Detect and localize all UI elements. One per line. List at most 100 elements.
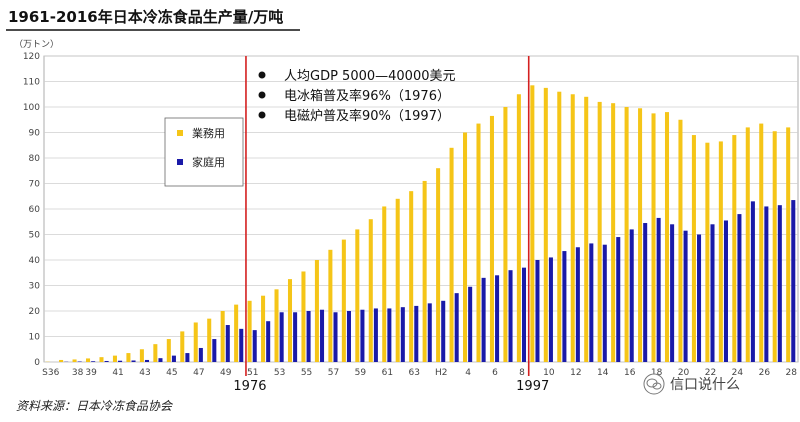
bar-business — [328, 249, 333, 362]
bar-business — [341, 239, 346, 362]
bar-business — [584, 96, 589, 363]
bar-business — [261, 295, 266, 362]
bar-household — [521, 267, 527, 362]
x-ticks: S36 38 39 41 43 45 47 49 51 53 55 57 59 61 63 H2 4 6 8 10 12… — [42, 368, 797, 378]
bar-household — [575, 247, 580, 362]
bar-business — [449, 147, 454, 362]
x-tick-label: 45 — [166, 368, 177, 378]
reference-year-label: 1976 — [233, 379, 266, 394]
bar-business — [180, 331, 185, 362]
bar-household — [306, 311, 311, 362]
bar-household — [629, 229, 634, 362]
bar-business — [759, 123, 764, 362]
bar-household — [198, 347, 203, 362]
bar-business — [166, 339, 171, 362]
bar-business — [557, 91, 562, 362]
x-tick-label: 61 — [382, 368, 393, 378]
bar-household — [562, 251, 567, 362]
bar-business — [476, 123, 481, 362]
y-tick-label: 10 — [29, 333, 41, 343]
bar-household — [495, 275, 500, 362]
bar-household — [643, 223, 648, 362]
bar-household — [548, 257, 553, 362]
bar-household — [212, 339, 217, 362]
bar-business — [112, 355, 117, 362]
bar-business — [732, 135, 737, 362]
x-tick-label: 16 — [624, 368, 636, 378]
bar-household — [602, 244, 607, 362]
reference-year-label: 1997 — [516, 379, 549, 394]
bar-household — [239, 328, 244, 362]
chart-title: 1961-2016年日本冷冻食品生产量/万吨 — [8, 8, 283, 26]
y-tick-label: 40 — [29, 256, 41, 266]
bar-household — [144, 359, 150, 362]
x-tick-label: 39 — [85, 368, 97, 378]
x-tick-label: 47 — [193, 368, 204, 378]
bar-business — [86, 358, 91, 362]
x-tick-label: 10 — [543, 368, 555, 378]
bar-household — [670, 224, 675, 362]
bar-business — [624, 107, 629, 362]
x-tick-label: 41 — [112, 368, 123, 378]
y-tick-label: 110 — [23, 78, 40, 88]
bar-household — [320, 309, 325, 362]
bar-business — [382, 206, 387, 362]
bar-business — [678, 119, 683, 362]
bar-business — [530, 85, 535, 362]
bar-business — [503, 107, 508, 362]
wechat-icon — [643, 373, 665, 395]
bar-business — [234, 304, 239, 362]
bullet-icon — [258, 111, 266, 119]
bar-business — [126, 353, 131, 362]
bar-business — [207, 318, 212, 362]
bar-household — [346, 311, 351, 362]
bar-business — [786, 127, 791, 363]
bar-business — [314, 260, 319, 362]
bar-household — [481, 277, 486, 362]
bar-household — [764, 206, 769, 362]
bar-business — [153, 344, 158, 362]
bar-business — [651, 113, 656, 362]
x-tick-label: 57 — [328, 368, 339, 378]
x-tick-label: 8 — [519, 368, 525, 378]
y-tick-label: 120 — [23, 52, 40, 62]
bar-business — [422, 180, 427, 362]
bar-household — [535, 260, 540, 362]
bars — [45, 85, 796, 363]
x-tick-label: 26 — [759, 368, 771, 378]
bar-household — [441, 300, 446, 362]
x-tick-label: 24 — [732, 368, 744, 378]
x-tick-label: 49 — [220, 368, 232, 378]
annotation-gdp: 人均GDP 5000—40000美元 — [284, 69, 456, 84]
y-tick-label: 90 — [29, 129, 41, 139]
x-tick-label: 43 — [139, 368, 150, 378]
bar-household — [777, 205, 782, 362]
bar-business — [99, 357, 104, 362]
bar-business — [368, 219, 373, 362]
bar-business — [436, 168, 441, 362]
bar-business — [139, 349, 144, 362]
y-tick-label: 30 — [29, 282, 41, 292]
y-tick-label: 60 — [29, 205, 41, 215]
bar-business — [489, 115, 494, 362]
x-tick-label: S36 — [42, 368, 59, 378]
bar-household — [293, 312, 298, 362]
bar-business — [220, 311, 225, 362]
annotations: 人均GDP 5000—40000美元 电冰箱普及率96%（1976） 电磁炉普及… — [258, 69, 456, 124]
bar-household — [171, 355, 176, 362]
bar-business — [247, 300, 252, 362]
y-tick-label: 0 — [34, 358, 40, 368]
legend-label-household: 家庭用 — [192, 155, 225, 169]
bar-household — [723, 220, 728, 362]
bar-business — [463, 132, 468, 362]
y-tick-label: 50 — [29, 231, 41, 241]
annotation-induction: 电磁炉普及率90%（1997） — [284, 108, 450, 124]
bar-business — [691, 135, 696, 362]
x-tick-label: 38 — [72, 368, 84, 378]
bar-household — [454, 293, 459, 362]
bar-household — [683, 230, 688, 362]
bar-business — [597, 101, 602, 363]
watermark: 信口说什么 — [643, 373, 740, 395]
legend-swatch-business — [177, 130, 183, 136]
x-tick-label: 14 — [597, 368, 609, 378]
